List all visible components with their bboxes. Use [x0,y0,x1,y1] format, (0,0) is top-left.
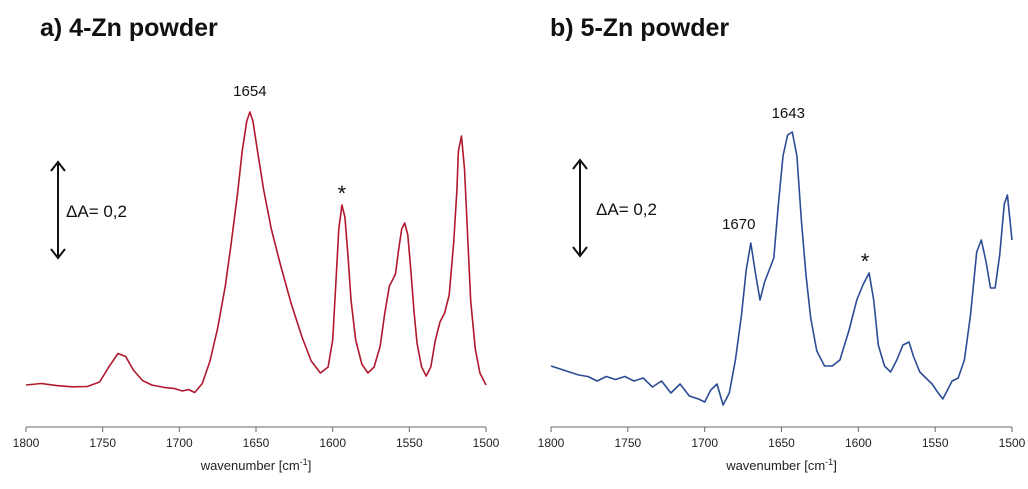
chart-svg: 1800 1750 1700 1650 1600 1550 1500 wavenumber [… [538,105,1026,473]
x-tick-label: 1650 [768,436,795,450]
chart-panel-b: b) 5-Zn powder 1800 1750 1700 1650 1600 1550 1… [514,0,1028,489]
peak-label: 1670 [722,216,755,233]
series-line [25,111,487,394]
x-tick-label: 1500 [473,436,500,450]
scale-bar-label: ΔA= 0,2 [66,202,127,221]
scale-bar-arrowhead-bottom [50,248,66,260]
peak-label: 1654 [233,83,266,100]
chart-svg: 1800 1750 1700 1650 1600 1550 1500 wavenumber [… [13,83,500,473]
x-tick-label: 1500 [999,436,1026,450]
x-tick-label: 1700 [691,436,718,450]
x-tick-label: 1550 [922,436,949,450]
plot-area: 1800 1750 1700 1650 1600 1550 1500 wavenumber [… [538,105,1026,473]
x-tick-label: 1800 [13,436,40,450]
x-tick-label: 1750 [89,436,116,450]
x-axis-label: wavenumber [cm-1] [200,457,312,473]
chart-title: a) 4-Zn powder [40,14,218,42]
x-tick-label: 1750 [614,436,641,450]
x-tick-label: 1650 [243,436,270,450]
peak-marker-asterisk: * [338,181,347,206]
scale-bar-arrowhead-top [572,158,588,170]
scale-bar-label: ΔA= 0,2 [596,200,657,219]
x-tick-label: 1600 [319,436,346,450]
chart-title: b) 5-Zn powder [550,14,730,42]
series-line [550,131,1013,406]
scale-bar-arrowhead-bottom [572,246,588,258]
plot-area: 1800 1750 1700 1650 1600 1550 1500 wavenumber [… [13,83,500,473]
x-tick-label: 1550 [396,436,423,450]
chart-panel-a: a) 4-Zn powder 1800 1750 1700 1650 1600 1550 1… [13,14,500,473]
peak-marker-asterisk: * [861,249,870,274]
x-axis-label: wavenumber [cm-1] [725,457,837,473]
x-tick-label: 1700 [166,436,193,450]
x-tick-label: 1800 [538,436,565,450]
peak-label: 1643 [772,105,805,122]
x-tick-label: 1600 [845,436,872,450]
scale-bar-arrowhead-top [50,160,66,172]
